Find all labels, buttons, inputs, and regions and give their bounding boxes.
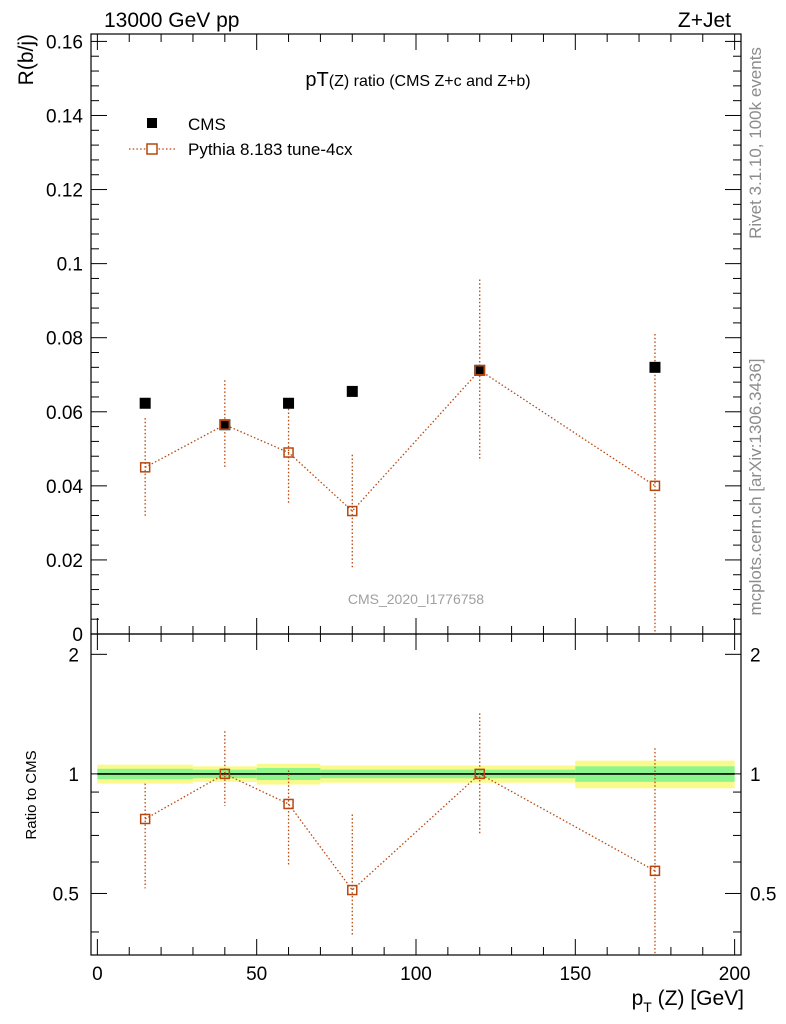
cms-point	[346, 385, 358, 397]
ratio-ytick-label-left: 2	[68, 645, 79, 666]
ratio-xtick-label: 200	[719, 964, 751, 985]
xlabel-rest: (Z) [GeV]	[652, 987, 744, 1010]
ratio-xlabel: pT (Z) [GeV]	[632, 987, 744, 1015]
main-ytick-label: 0.1	[57, 255, 83, 276]
ratio-xtick-label: 100	[400, 964, 432, 985]
main-ylabel: R(b/j)	[15, 34, 38, 85]
ratio-pythia-point	[139, 813, 151, 825]
ratio-pythia-point	[283, 798, 294, 810]
cms-point	[283, 397, 295, 409]
pythia-point	[139, 462, 151, 473]
cms-point	[474, 364, 486, 376]
ratio-pythia-point	[649, 865, 661, 877]
legend: CMS Pythia 8.183 tune-4cx	[129, 115, 353, 159]
pythia-point	[219, 419, 231, 430]
main-title: pT(Z) ratio (CMS Z+c and Z+b)	[305, 69, 530, 91]
main-ytick-label: 0.04	[46, 477, 83, 498]
mcplots-label: mcplots.cern.ch [arXiv:1306.3436]	[746, 358, 765, 615]
pythia-line	[144, 369, 656, 512]
ratio-ytick-label-left: 1	[68, 765, 79, 786]
ratio-pythia-point	[347, 884, 358, 896]
ratio-xticks: 0 50 100 150 200	[92, 634, 750, 985]
ratio-ytick-label-right: 1	[750, 765, 761, 786]
ratio-xtick-label: 150	[559, 964, 591, 985]
ratio-ytick-label-right: 0.5	[750, 884, 776, 905]
energy-label: 13000 GeV pp	[104, 9, 239, 32]
ratio-ytick-label-right: 2	[750, 645, 761, 666]
main-yticks: 0 0.02 0.04 0.06 0.08 0.1 0.12 0.14 0.16	[46, 32, 741, 646]
cms-point	[219, 419, 231, 431]
main-ytick-label: 0.14	[46, 106, 83, 127]
main-series	[139, 279, 661, 634]
main-ytick-label: 0.16	[46, 32, 83, 53]
title-z: (Z)	[329, 73, 349, 90]
pythia-point	[649, 480, 661, 492]
ratio-pythia-line	[144, 773, 656, 892]
main-xticks	[96, 34, 736, 634]
legend-pythia-label: Pythia 8.183 tune-4cx	[188, 140, 353, 159]
watermark: CMS_2020_I1776758	[348, 591, 484, 607]
ratio-xtick-label: 0	[92, 964, 103, 985]
ratio-ytick-label-left: 0.5	[53, 884, 79, 905]
xlabel-sub: T	[643, 999, 652, 1015]
main-ytick-label: 0	[72, 625, 83, 646]
ratio-panel: 0.5 0.5 1 1 2 2 0 50 100 150 200 Ratio to CMS pT …	[23, 633, 776, 1015]
legend-pythia-marker	[146, 143, 158, 155]
legend-cms-label: CMS	[188, 115, 226, 134]
main-ytick-label: 0.08	[46, 329, 83, 350]
main-panel: pT(Z) ratio (CMS Z+c and Z+b) R(b/j) CMS…	[15, 32, 742, 646]
legend-cms-marker	[147, 118, 157, 128]
ratio-frame	[90, 633, 742, 956]
ratio-pythia-point	[219, 768, 231, 780]
main-ytick-label: 0.02	[46, 551, 83, 572]
ratio-series	[139, 713, 661, 955]
cms-point	[649, 361, 661, 373]
title-pt: pT	[305, 69, 328, 91]
xlabel-p: p	[632, 987, 644, 1010]
ratio-pythia-point	[474, 768, 485, 780]
title-rest: ratio (CMS Z+c and Z+b)	[349, 73, 530, 90]
ratio-yticks: 0.5 0.5 1 1 2 2	[53, 645, 776, 933]
ratio-ylabel: Ratio to CMS	[23, 750, 40, 839]
pythia-point	[474, 365, 485, 376]
pythia-point	[347, 505, 358, 517]
main-ytick-label: 0.12	[46, 181, 83, 202]
process-label: Z+Jet	[678, 9, 731, 32]
main-ytick-label: 0.06	[46, 403, 83, 424]
cms-point	[139, 397, 151, 409]
ratio-xtick-label: 50	[246, 964, 267, 985]
rivet-label: Rivet 3.1.10, 100k events	[746, 47, 765, 239]
pythia-point	[283, 447, 294, 458]
